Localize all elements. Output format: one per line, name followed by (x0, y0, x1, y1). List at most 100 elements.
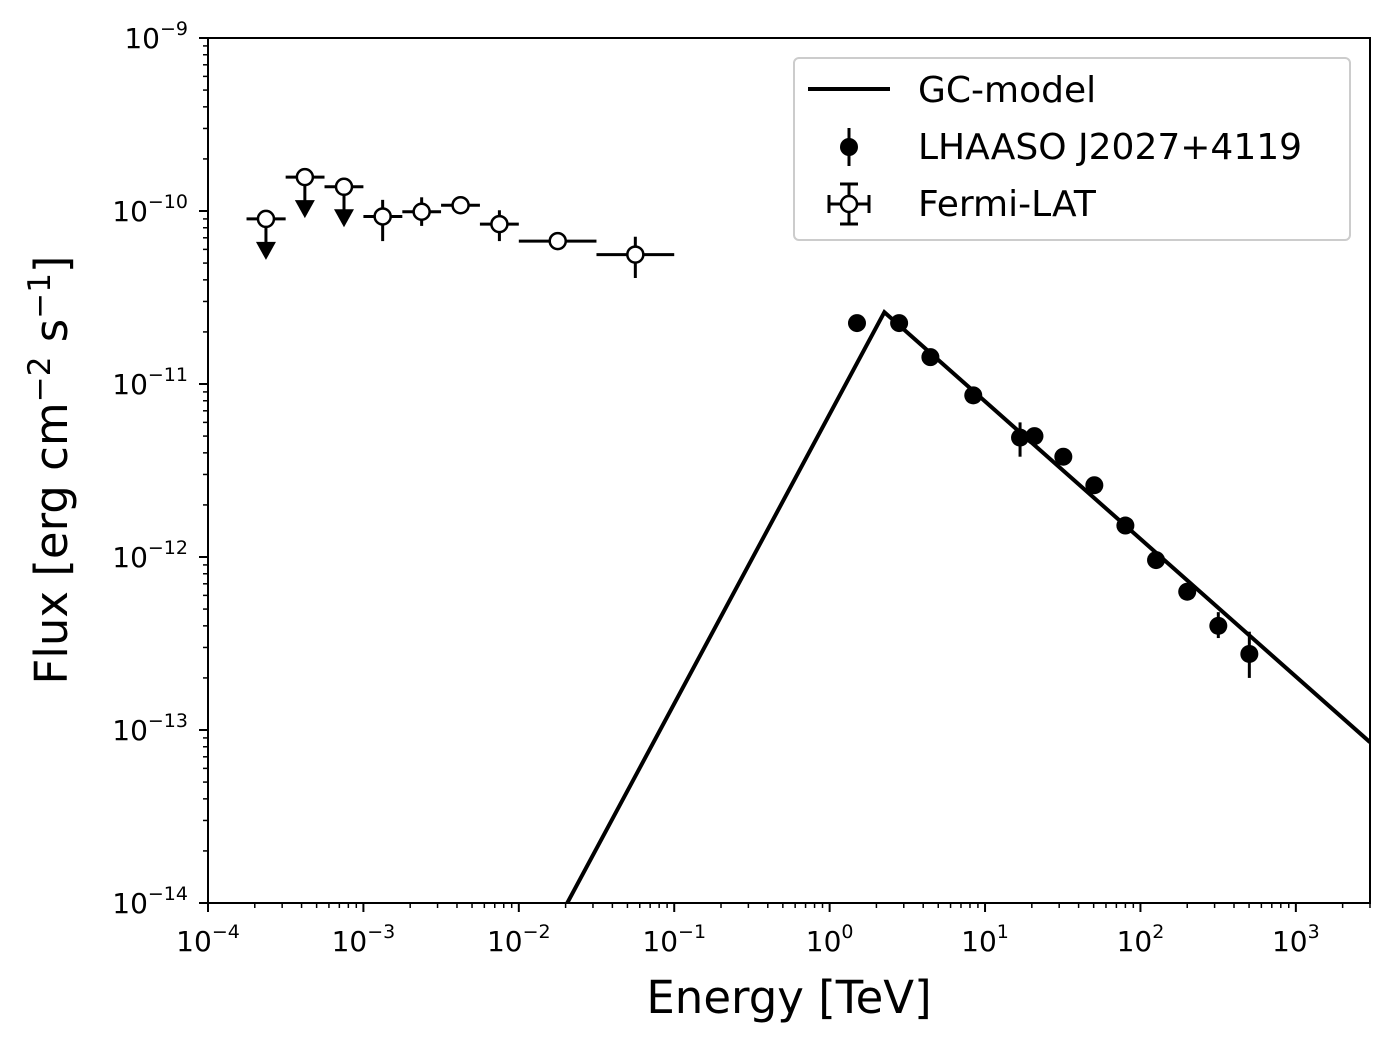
lhaaso-point (1011, 422, 1030, 457)
lhaaso-point (964, 386, 983, 405)
lhaaso-marker (890, 314, 909, 333)
x-tick-base: 10 (487, 925, 523, 958)
x-tick-label: 102 (1117, 921, 1165, 958)
y-tick-base: 10 (112, 541, 148, 574)
fermi-lat-point (285, 167, 325, 219)
fermi-marker (626, 245, 645, 264)
legend-gc-model-label: GC-model (918, 70, 1096, 111)
y-tick-base: 10 (112, 714, 148, 747)
y-tick-exp: −11 (148, 364, 188, 386)
lhaaso-marker (1147, 551, 1166, 570)
y-tick-base: 10 (112, 195, 148, 228)
legend-fermi-marker (839, 194, 859, 214)
x-tick-exp: −3 (367, 921, 395, 943)
lhaaso-marker (964, 386, 983, 405)
fermi-lat-point (402, 197, 442, 226)
y-tick-base: 10 (124, 22, 160, 55)
tick-labels: 10−4 10−3 10−2 10−1 100 101 102 10310−1410−1310… (112, 18, 1319, 958)
fermi-marker (490, 214, 509, 234)
lhaaso-point (890, 314, 909, 333)
fermi-marker (256, 209, 276, 229)
x-tick-exp: 3 (1308, 921, 1320, 943)
x-tick-base: 10 (642, 925, 678, 958)
y-tick-exp: −9 (160, 18, 188, 40)
fermi-lat-point (479, 210, 519, 242)
y-tick-label: 10−12 (112, 537, 188, 574)
x-axis-label: Energy [TeV] (646, 971, 931, 1024)
y-tick-label: 10−13 (112, 710, 188, 747)
major-ticks (199, 37, 1297, 912)
x-tick-exp: 0 (841, 921, 853, 943)
fermi-ul-arrow (255, 241, 276, 260)
lhaaso-point (847, 314, 866, 333)
fermi-lat-point (363, 199, 403, 242)
lhaaso-point (1054, 447, 1073, 466)
lhaaso-marker (1085, 476, 1104, 495)
x-tick-exp: −4 (212, 921, 240, 943)
y-tick-label: 10−14 (112, 883, 188, 920)
y-tick-exp: −10 (148, 191, 188, 213)
fermi-ul-arrow (294, 200, 315, 219)
lhaaso-point (1116, 516, 1135, 535)
x-tick-label: 100 (806, 921, 854, 958)
lhaaso-marker (921, 348, 940, 367)
lhaaso-point (1178, 582, 1197, 601)
lhaaso-marker (1025, 427, 1044, 446)
x-tick-label: 10−4 (176, 921, 240, 958)
lhaaso-point (1025, 427, 1044, 446)
lhaaso-marker (1054, 447, 1073, 466)
x-tick-base: 10 (806, 925, 842, 958)
x-tick-base: 10 (332, 925, 368, 958)
x-tick-label: 101 (961, 921, 1009, 958)
fermi-lat-point (324, 177, 364, 228)
legend-box (793, 57, 1351, 241)
lhaaso-point (1085, 476, 1104, 495)
y-axis-label-sup1: −2 (22, 357, 58, 403)
gc-model-line (565, 309, 1370, 903)
fermi-lat-point (596, 236, 675, 278)
y-axis-label-sup2: −1 (22, 273, 58, 319)
fermi-marker (451, 195, 470, 215)
x-tick-exp: 1 (997, 921, 1009, 943)
plot-area (246, 167, 1370, 903)
y-tick-exp: −12 (148, 537, 188, 559)
legend: GC-model LHAASO J2027+4119 Fermi-LAT (793, 57, 1351, 241)
fermi-lat-point (441, 195, 480, 215)
lhaaso-point (1209, 612, 1228, 639)
fermi-marker (334, 177, 354, 197)
lhaaso-marker (1178, 582, 1197, 601)
y-tick-exp: −14 (148, 883, 188, 905)
fermi-lat-point (518, 231, 597, 251)
lhaaso-point (1240, 631, 1259, 678)
fermi-marker (373, 207, 392, 226)
lhaaso-point (921, 348, 940, 367)
x-tick-base: 10 (1272, 925, 1308, 958)
lhaaso-marker (1209, 616, 1228, 635)
lhaaso-marker (1240, 644, 1259, 663)
legend-fermi-label: Fermi-LAT (918, 184, 1097, 225)
x-tick-label: 103 (1272, 921, 1320, 958)
gc-model-layer (565, 309, 1370, 903)
lhaaso-point (1147, 551, 1166, 570)
x-tick-exp: 2 (1152, 921, 1164, 943)
x-tick-label: 10−3 (332, 921, 396, 958)
lhaaso-layer (847, 314, 1259, 678)
x-tick-exp: −1 (678, 921, 706, 943)
y-axis-label-main: Flux [erg cm (25, 402, 78, 684)
fermi-marker (295, 167, 315, 187)
legend-lhaaso-marker (840, 138, 858, 156)
y-axis-label-end: ] (25, 256, 78, 274)
y-tick-label: 10−11 (112, 364, 188, 401)
lhaaso-marker (1116, 516, 1135, 535)
y-tick-base: 10 (112, 887, 148, 920)
x-tick-base: 10 (1117, 925, 1153, 958)
x-tick-base: 10 (961, 925, 997, 958)
x-tick-base: 10 (176, 925, 212, 958)
y-axis-label: Flux [erg cm−2 s−1] (22, 256, 78, 685)
lhaaso-marker (847, 314, 866, 333)
fermi-marker (548, 231, 567, 251)
lhaaso-marker (1011, 428, 1030, 447)
x-tick-label: 10−1 (642, 921, 706, 958)
fermi-ul-arrow (333, 209, 354, 228)
